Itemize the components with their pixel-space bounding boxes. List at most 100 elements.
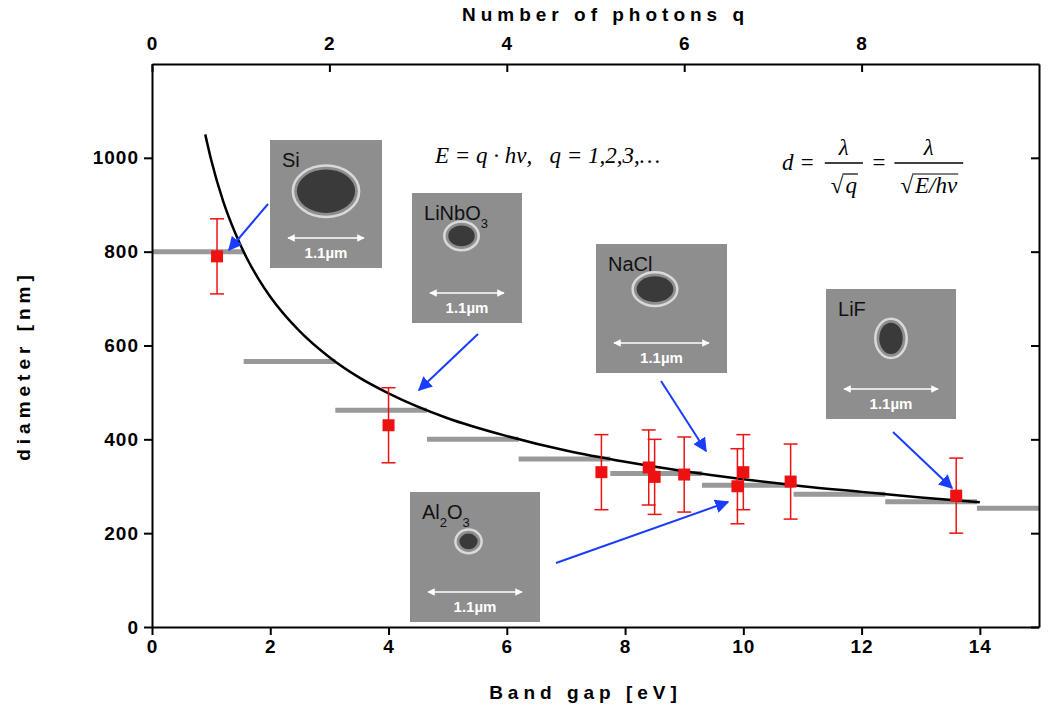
error-bar-cap: [677, 436, 691, 438]
inset-label: LiNbO3: [424, 202, 488, 231]
scale-bar: [288, 237, 364, 239]
crater-rim: [875, 319, 906, 358]
error-bar-cap: [648, 514, 662, 516]
crater-rim: [633, 272, 678, 306]
tick-label: 200: [104, 523, 139, 544]
tick: [1031, 439, 1039, 440]
tick-label: 0: [147, 636, 159, 657]
tick-mark: [1031, 439, 1039, 441]
inset-image: [826, 289, 956, 419]
tick-label: 0: [127, 617, 139, 638]
inset-image: [596, 244, 727, 373]
inset: Al2O31.1µm: [410, 492, 540, 622]
error-bar-cap: [736, 509, 750, 511]
tick: 14: [969, 627, 992, 657]
x-axis-title: Band gap [eV]: [489, 682, 682, 703]
tick-mark: [1031, 533, 1039, 535]
error-bar: [382, 388, 396, 463]
tick: 6: [679, 33, 691, 72]
tick-mark: [144, 533, 152, 535]
tick-mark: [1031, 345, 1039, 347]
error-bar-cap: [642, 429, 656, 431]
tick: 4: [383, 627, 395, 657]
error-bar-cap: [784, 443, 798, 445]
tick: 1000: [93, 147, 152, 168]
step-segment: [977, 506, 1039, 511]
equation-radicand: q: [845, 173, 857, 198]
inset-label: Si: [282, 149, 300, 171]
inset-image: [270, 140, 382, 268]
crater-rim: [455, 530, 481, 554]
inset-label: NaCl: [608, 253, 652, 275]
step-segment: [244, 359, 336, 364]
error-bar: [784, 444, 798, 519]
tick: [1031, 158, 1039, 159]
tick: [1031, 346, 1039, 347]
tick: 8: [620, 627, 632, 657]
tick: [1031, 252, 1039, 253]
tick: 0: [127, 617, 152, 638]
equation: E = q · hν, q = 1,2,3,…: [434, 143, 660, 168]
tick: 0: [147, 627, 159, 657]
tick-label: 600: [104, 335, 139, 356]
tick-label: 6: [679, 33, 691, 54]
error-bar: [949, 458, 963, 533]
inset: Si1.1µm: [270, 140, 382, 268]
data-point: [785, 476, 797, 488]
tick-label: 14: [969, 636, 992, 657]
crater: [459, 534, 477, 550]
data-point: [950, 490, 962, 502]
equation-radical: √: [900, 173, 913, 198]
axis-line: [153, 627, 1040, 629]
tick: 2: [324, 33, 336, 72]
inset: NaCl1.1µm: [596, 244, 727, 373]
tick-mark: [144, 439, 152, 441]
error-bar: [594, 435, 608, 510]
equation-text: d =: [782, 150, 815, 175]
equation-2: d =√qλ=√E/hνλ: [782, 135, 963, 198]
scale-bar: [844, 388, 938, 390]
error-bar-cap: [642, 504, 656, 506]
x-axis: 02468101214: [147, 627, 1040, 657]
model-curve: [205, 134, 980, 502]
error-bar-cap: [648, 439, 662, 441]
tick-mark: [1031, 627, 1039, 629]
error-bar-cap: [594, 434, 608, 436]
tick-mark: [625, 627, 627, 635]
equation-text: =: [871, 150, 887, 175]
tick: 4: [502, 33, 514, 72]
error-bar-cap: [210, 218, 224, 220]
tick: 8: [856, 33, 868, 72]
scale-bar-label: 1.1µm: [446, 299, 489, 316]
error-bar: [648, 439, 662, 514]
tick: 400: [104, 429, 152, 450]
scale-bar: [614, 342, 709, 344]
error-bar-cap: [382, 387, 396, 389]
tick-label: 8: [620, 636, 632, 657]
scale-bar: [428, 591, 522, 593]
tick: 0: [147, 33, 159, 72]
error-bar-cap: [730, 448, 744, 450]
tick: 12: [851, 627, 874, 657]
axis-line: [153, 64, 1040, 66]
crater: [637, 276, 674, 302]
y-axis: 0 200 400 600 800 1000: [93, 65, 153, 638]
error-bar-cap: [784, 518, 798, 520]
fraction-bar: [825, 162, 863, 163]
data-point: [678, 469, 690, 481]
tick: 800: [104, 241, 152, 262]
error-bar-cap: [736, 434, 750, 436]
inset: LiF1.1µm: [826, 289, 956, 419]
inset-image: [410, 492, 540, 622]
tick: 10: [732, 627, 755, 657]
radical-overline: [912, 173, 958, 174]
data-point: [649, 471, 661, 483]
tick: 6: [502, 627, 514, 657]
tick-label: 4: [502, 33, 514, 54]
error-bar-cap: [949, 457, 963, 459]
equation-numerator: λ: [923, 135, 934, 160]
tick-mark: [388, 627, 390, 635]
inset-image: [412, 193, 522, 323]
pointer-arrow: [893, 432, 952, 488]
error-bar-cap: [594, 509, 608, 511]
